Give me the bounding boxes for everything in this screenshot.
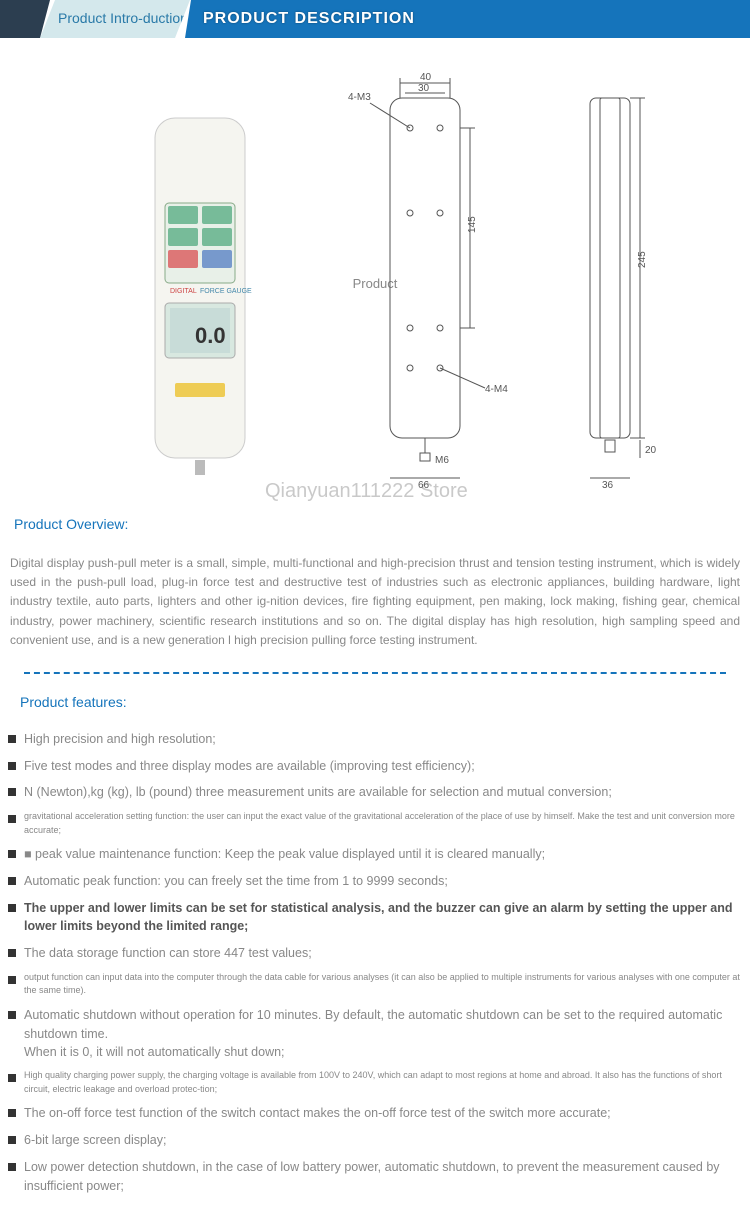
feature-item: High quality charging power supply, the …: [4, 1065, 746, 1100]
ribbon-container: Product Intro-duction: [0, 0, 50, 38]
feature-item: Five test modes and three display modes …: [4, 753, 746, 780]
feature-item: ■ peak value maintenance function: Keep …: [4, 841, 746, 868]
intro-title: Product Intro-duction: [58, 11, 188, 26]
feature-text: N (Newton),kg (kg), lb (pound) three mea…: [24, 783, 746, 802]
square-bullet-icon: [8, 788, 16, 796]
feature-item: Automatic shutdown without operation for…: [4, 1002, 746, 1048]
square-bullet-icon: [8, 735, 16, 743]
feature-item: gravitational acceleration setting funct…: [4, 806, 746, 841]
product-image-area: Product DIGITAL FORCE GAUGE 0.0: [0, 68, 750, 498]
description-label: PRODUCT DESCRIPTION: [203, 10, 415, 28]
square-bullet-icon: [8, 762, 16, 770]
feature-continuation: When it is 0, it will not automatically …: [4, 1045, 746, 1059]
feature-item: High precision and high resolution;: [4, 726, 746, 753]
feature-text: Five test modes and three display modes …: [24, 757, 746, 776]
feature-item: The on-off force test function of the sw…: [4, 1100, 746, 1127]
svg-text:20: 20: [645, 445, 657, 456]
feature-text: The data storage function can store 447 …: [24, 944, 746, 963]
feature-text: Automatic peak function: you can freely …: [24, 872, 746, 891]
feature-text: output function can input data into the …: [24, 971, 746, 998]
svg-text:36: 36: [602, 480, 614, 488]
square-bullet-icon: [8, 1074, 16, 1082]
square-bullet-icon: [8, 1011, 16, 1019]
square-bullet-icon: [8, 1109, 16, 1117]
feature-text: High quality charging power supply, the …: [24, 1069, 746, 1096]
header-bar: Product Intro-duction PRODUCT DESCRIPTIO…: [0, 0, 750, 38]
feature-text: Automatic shutdown without operation for…: [24, 1006, 746, 1044]
feature-text: Low power detection shutdown, in the cas…: [24, 1158, 746, 1196]
device-illustration: DIGITAL FORCE GAUGE 0.0: [100, 88, 300, 488]
technical-diagram: 40 30 4-M3 4-M4 145 M6 66: [340, 68, 700, 488]
feature-item: Automatic peak function: you can freely …: [4, 868, 746, 895]
svg-text:4-M3: 4-M3: [348, 92, 371, 103]
overview-body: Digital display push-pull meter is a sma…: [0, 540, 750, 660]
svg-text:M6: M6: [435, 455, 449, 466]
feature-item: output function can input data into the …: [4, 967, 746, 1002]
feature-text: The upper and lower limits can be set fo…: [24, 899, 746, 937]
svg-text:145: 145: [467, 216, 478, 233]
feature-text: gravitational acceleration setting funct…: [24, 810, 746, 837]
overview-title: Product Overview:: [0, 508, 750, 540]
feature-item: The upper and lower limits can be set fo…: [4, 895, 746, 941]
section-divider: [24, 672, 726, 674]
feature-text: The on-off force test function of the sw…: [24, 1104, 746, 1123]
square-bullet-icon: [8, 976, 16, 984]
svg-text:245: 245: [637, 251, 648, 268]
square-bullet-icon: [8, 949, 16, 957]
features-title: Product features:: [0, 686, 750, 718]
svg-text:DIGITAL: DIGITAL: [170, 288, 197, 295]
square-bullet-icon: [8, 877, 16, 885]
svg-text:FORCE GAUGE: FORCE GAUGE: [200, 288, 252, 295]
square-bullet-icon: [8, 904, 16, 912]
square-bullet-icon: [8, 1136, 16, 1144]
feature-text: ■ peak value maintenance function: Keep …: [24, 845, 746, 864]
feature-text: High precision and high resolution;: [24, 730, 746, 749]
square-bullet-icon: [8, 815, 16, 823]
square-bullet-icon: [8, 1163, 16, 1171]
svg-text:66: 66: [418, 480, 430, 488]
svg-text:40: 40: [420, 72, 432, 83]
svg-text:0.0: 0.0: [195, 323, 226, 348]
feature-item: N (Newton),kg (kg), lb (pound) three mea…: [4, 779, 746, 806]
svg-text:30: 30: [418, 83, 430, 94]
ribbon-light-tab: Product Intro-duction: [40, 0, 190, 38]
feature-item: 6-bit large screen display;: [4, 1127, 746, 1154]
feature-text: 6-bit large screen display;: [24, 1131, 746, 1150]
features-list: High precision and high resolution; Five …: [0, 718, 750, 1219]
square-bullet-icon: [8, 850, 16, 858]
svg-text:4-M4: 4-M4: [485, 384, 508, 395]
feature-item: Low power detection shutdown, in the cas…: [4, 1154, 746, 1200]
feature-item: The data storage function can store 447 …: [4, 940, 746, 967]
description-bar: PRODUCT DESCRIPTION: [185, 0, 750, 38]
